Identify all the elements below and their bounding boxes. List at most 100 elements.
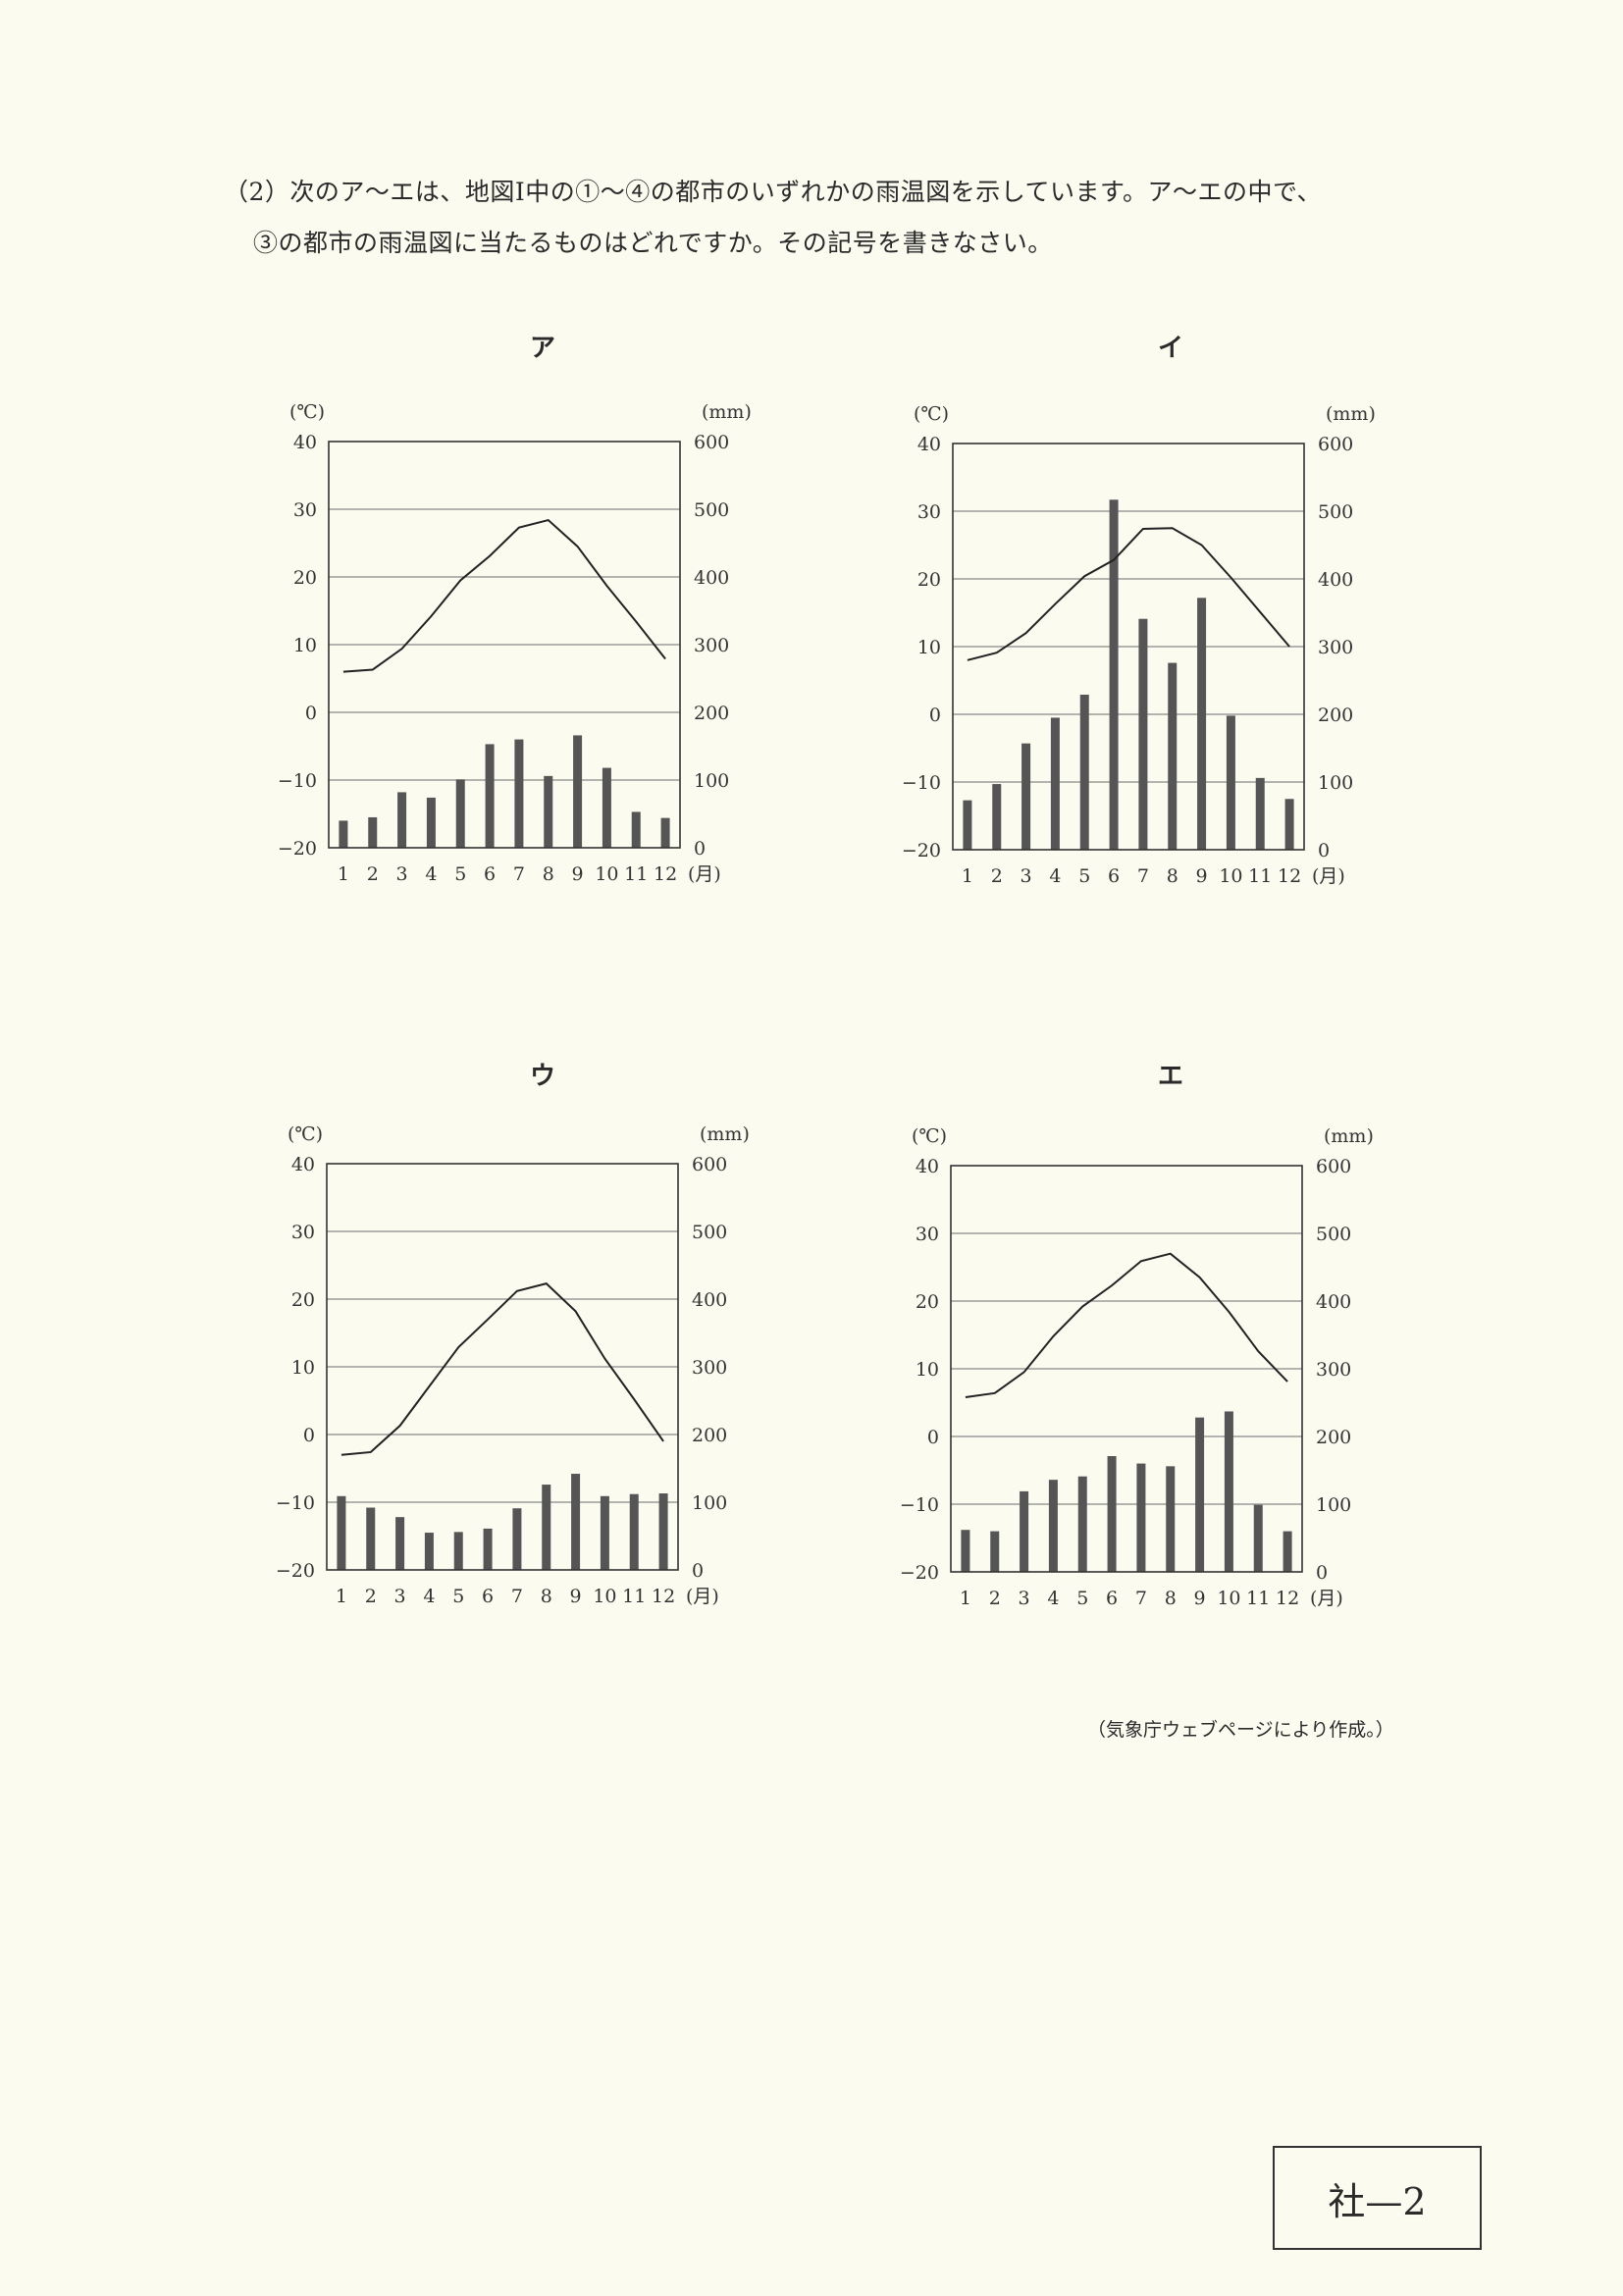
precipitation-bar bbox=[1283, 1531, 1292, 1572]
left-tick-label: 20 bbox=[291, 1289, 315, 1311]
left-tick-label: 10 bbox=[917, 637, 941, 658]
right-tick-label: 300 bbox=[692, 1357, 727, 1379]
month-label: 2 bbox=[365, 1586, 377, 1607]
right-tick-label: 600 bbox=[692, 1154, 727, 1175]
left-tick-label: 20 bbox=[917, 569, 941, 591]
left-tick-label: 0 bbox=[305, 703, 317, 724]
precipitation-bar bbox=[658, 1493, 668, 1570]
page-label: 社—2 bbox=[1328, 2179, 1427, 2223]
left-tick-label: 10 bbox=[916, 1359, 939, 1381]
month-label: 12 bbox=[654, 863, 677, 885]
x-axis-unit: (月) bbox=[1310, 1588, 1343, 1609]
left-tick-label: 20 bbox=[916, 1291, 939, 1313]
question-line-1: （2）次のア〜エは、地図Ⅰ中の①〜④の都市のいずれかの雨温図を示しています。ア〜… bbox=[224, 178, 1323, 206]
right-tick-label: 600 bbox=[1316, 1156, 1351, 1177]
right-tick-label: 0 bbox=[1316, 1562, 1328, 1584]
left-tick-label: −20 bbox=[900, 1562, 939, 1584]
x-axis-unit: (月) bbox=[688, 863, 721, 885]
precipitation-bar bbox=[1021, 743, 1031, 850]
x-axis-unit: (月) bbox=[1312, 865, 1345, 887]
month-label: 10 bbox=[593, 1586, 616, 1607]
precipitation-bar bbox=[1020, 1490, 1029, 1572]
right-tick-label: 0 bbox=[1318, 840, 1330, 861]
chart-title-i: イ bbox=[1158, 334, 1184, 363]
month-label: 7 bbox=[513, 863, 525, 885]
climate-chart-i: 40 600 30 500 20 400 10 300 0 200 −10 100 −20 0 (℃) (mm… bbox=[894, 394, 1463, 914]
left-tick-label: −10 bbox=[902, 772, 941, 794]
month-label: 4 bbox=[1047, 1588, 1059, 1609]
right-tick-label: 200 bbox=[692, 1425, 727, 1446]
month-label: 9 bbox=[572, 863, 584, 885]
month-label: 6 bbox=[1106, 1588, 1118, 1609]
left-tick-label: −10 bbox=[900, 1494, 939, 1516]
precipitation-bar bbox=[1107, 1456, 1117, 1572]
month-label: 1 bbox=[338, 863, 349, 885]
precipitation-bar bbox=[485, 744, 495, 848]
precipitation-bar bbox=[1168, 662, 1178, 850]
month-label: 2 bbox=[989, 1588, 1001, 1609]
left-tick-label: 30 bbox=[293, 499, 317, 521]
month-label: 12 bbox=[1276, 1588, 1299, 1609]
precipitation-bar bbox=[1226, 715, 1235, 850]
precipitation-bar bbox=[397, 792, 407, 848]
precipitation-bar bbox=[366, 1507, 376, 1570]
month-label: 8 bbox=[541, 1586, 552, 1607]
right-tick-label: 200 bbox=[1318, 704, 1353, 726]
precipitation-bar bbox=[571, 1474, 581, 1570]
right-tick-label: 100 bbox=[694, 770, 729, 792]
right-tick-label: 400 bbox=[692, 1289, 727, 1311]
precipitation-bar bbox=[992, 784, 1002, 850]
left-tick-label: 10 bbox=[293, 635, 317, 656]
right-tick-label: 100 bbox=[1316, 1494, 1351, 1516]
chart-svg: 40 600 30 500 20 400 10 300 0 200 −10 100 −20 0 (℃) (mm… bbox=[278, 401, 752, 885]
left-tick-label: 30 bbox=[917, 501, 941, 523]
precipitation-bar bbox=[1224, 1411, 1233, 1572]
month-label: 5 bbox=[1078, 865, 1090, 887]
right-axis-unit: (mm) bbox=[1326, 403, 1376, 425]
month-label: 12 bbox=[652, 1586, 675, 1607]
month-label: 7 bbox=[1137, 865, 1149, 887]
left-tick-label: −10 bbox=[276, 1492, 315, 1514]
precipitation-bar bbox=[337, 1495, 346, 1570]
month-label: 1 bbox=[962, 865, 973, 887]
right-axis-unit: (mm) bbox=[700, 1123, 750, 1145]
left-tick-label: 40 bbox=[293, 432, 317, 453]
precipitation-bar bbox=[573, 735, 583, 848]
left-tick-label: 40 bbox=[291, 1154, 315, 1175]
precipitation-bar bbox=[1253, 1504, 1263, 1572]
month-label: 12 bbox=[1278, 865, 1301, 887]
left-axis-unit: (℃) bbox=[912, 1125, 947, 1147]
right-tick-label: 500 bbox=[1316, 1224, 1351, 1245]
precipitation-bar bbox=[1077, 1476, 1087, 1572]
source-note: （気象庁ウェブページにより作成。） bbox=[1087, 1719, 1394, 1741]
chart-svg: 40 600 30 500 20 400 10 300 0 200 −10 100 −20 0 (℃) (mm… bbox=[900, 1125, 1374, 1609]
precipitation-bar bbox=[512, 1508, 522, 1570]
month-label: 5 bbox=[452, 1586, 464, 1607]
plot-frame bbox=[326, 1163, 679, 1571]
month-label: 11 bbox=[1248, 865, 1272, 887]
temperature-line bbox=[967, 527, 1290, 661]
left-tick-label: 0 bbox=[927, 1427, 939, 1448]
right-tick-label: 0 bbox=[694, 838, 706, 860]
precipitation-bar bbox=[424, 1533, 434, 1570]
climate-chart-u: 40 600 30 500 20 400 10 300 0 200 −10 100 −20 0 (℃) (mm… bbox=[268, 1115, 837, 1635]
page-number-box: 社—2 bbox=[1273, 2146, 1482, 2250]
month-label: 11 bbox=[1246, 1588, 1270, 1609]
month-label: 7 bbox=[511, 1586, 523, 1607]
month-label: 8 bbox=[1165, 1588, 1177, 1609]
precipitation-bar bbox=[339, 820, 348, 848]
left-axis-unit: (℃) bbox=[289, 401, 325, 423]
precipitation-bar bbox=[1284, 799, 1294, 850]
right-tick-label: 100 bbox=[692, 1492, 727, 1514]
month-label: 6 bbox=[484, 863, 496, 885]
right-tick-label: 100 bbox=[1318, 772, 1353, 794]
precipitation-bar bbox=[514, 739, 524, 848]
chart-title-a: ア bbox=[530, 334, 556, 363]
precipitation-bar bbox=[1255, 777, 1265, 850]
right-axis-unit: (mm) bbox=[1324, 1125, 1374, 1147]
right-tick-label: 300 bbox=[1318, 637, 1353, 658]
precipitation-bar bbox=[544, 775, 553, 848]
left-axis-unit: (℃) bbox=[288, 1123, 323, 1145]
precipitation-bar bbox=[600, 1495, 609, 1570]
right-tick-label: 500 bbox=[692, 1222, 727, 1243]
